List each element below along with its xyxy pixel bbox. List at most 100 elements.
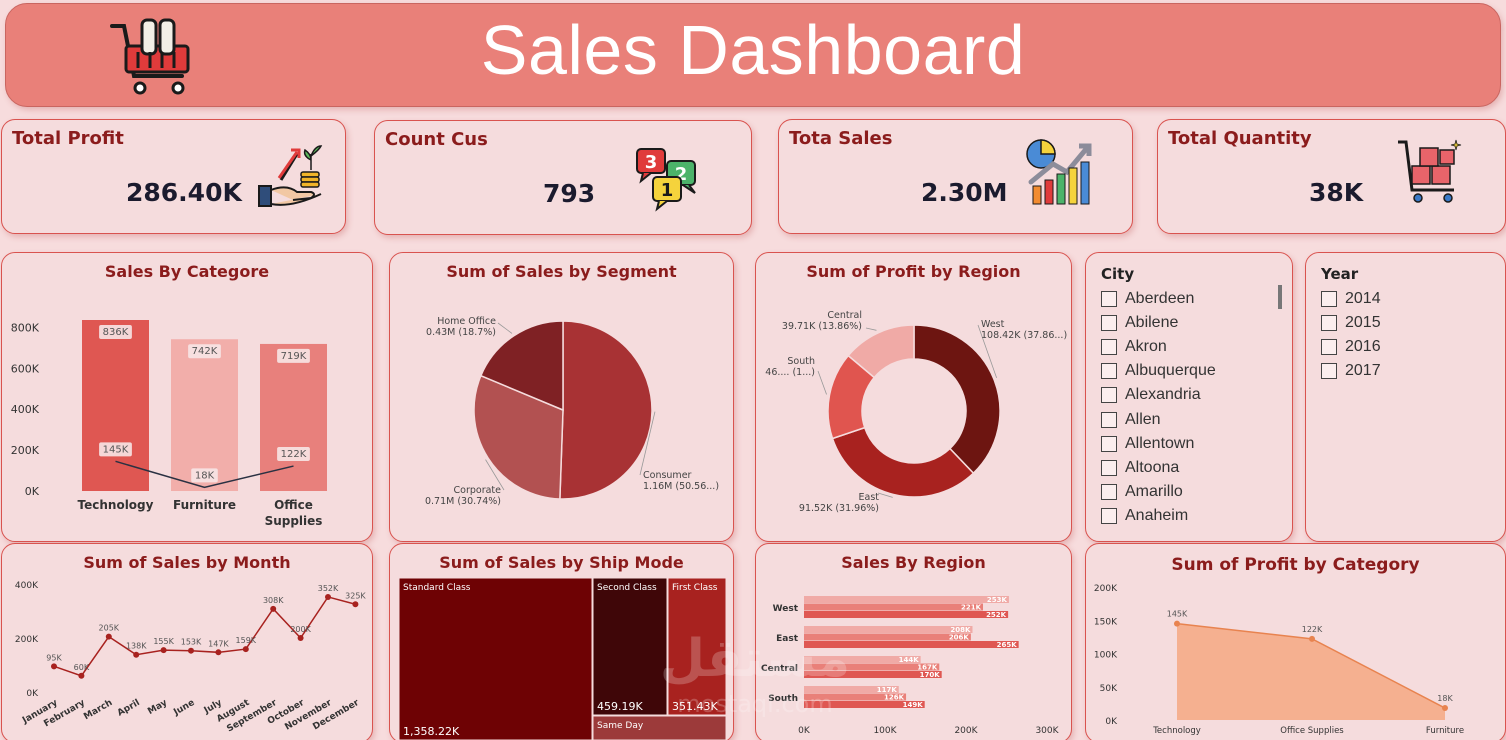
bar [171,339,238,491]
x-tick-label: Furniture [1426,726,1464,736]
treemap-cell-value: 1,358.22K [403,725,460,738]
slice-sublabel: 91.52K (31.96%) [799,503,879,514]
profit-by-region-panel: Sum of Profit by Region West 108.42K (37.… [755,252,1072,542]
slice-label: East [859,492,880,503]
checkbox[interactable] [1321,291,1337,308]
data-label: 200K [290,625,311,634]
data-label: 742K [192,346,218,357]
slicer-item[interactable]: Anaheim [1101,504,1216,528]
treemap-cell-name: First Class [672,583,718,593]
sales-by-category-chart: 0K 200K 400K 600K 800K 836K Technology 742K Furn… [11,320,327,528]
kpi-total-quantity: Total Quantity 38K [1157,119,1506,234]
data-point [78,672,85,679]
slicer-item[interactable]: Abilene [1101,311,1216,335]
slice-label: West [981,319,1005,330]
y-tick-label: 0K [1105,717,1118,727]
checkbox[interactable] [1321,363,1337,380]
kpi-value: 2.30M [921,178,1008,207]
checkbox[interactable] [1101,459,1117,476]
data-point [51,663,57,670]
slice-label: Central [827,310,862,321]
y-tick-label: 800K [11,321,40,334]
chart-title: Sales By Region [841,553,986,572]
leader-line [497,322,513,334]
line-data-label-bg [99,442,132,457]
slicer-item[interactable]: 2016 [1321,335,1381,359]
leader-line [877,492,893,498]
slicer-item[interactable]: Albuquerque [1101,359,1216,383]
leader-line [977,324,997,379]
sales-by-segment-panel: Sum of Sales by Segment Consumer 1.16M (5… [389,252,734,542]
scrollbar[interactable] [1278,285,1282,309]
checkbox[interactable] [1321,339,1337,356]
slicer-item[interactable]: Altoona [1101,456,1216,480]
checkbox[interactable] [1101,411,1117,428]
data-point [242,646,249,653]
leader-line [485,459,505,491]
data-label: 122K [1302,625,1323,634]
treemap-cell-value: 351.43K [672,700,718,713]
checkbox[interactable] [1321,315,1337,332]
bar [804,701,925,708]
bar [804,611,1009,618]
data-label: 308K [263,596,284,605]
slicer-item[interactable]: Amarillo [1101,480,1216,504]
slicer-title: Year [1321,265,1359,283]
slicer-item[interactable]: Allen [1101,407,1216,431]
slice [473,374,564,500]
checkbox[interactable] [1101,315,1117,332]
y-tick-label: South [768,694,798,704]
y-tick-label: 100K [1094,651,1118,661]
y-tick-label: 0K [25,485,40,498]
slicer-item-label: Abilene [1125,314,1179,332]
checkbox[interactable] [1101,483,1117,500]
slicer-item[interactable]: 2014 [1321,287,1381,311]
checkbox[interactable] [1101,435,1117,452]
svg-text:3: 3 [645,152,658,173]
kpi-total-profit: Total Profit 286.40K [1,119,346,234]
profit-by-category-chart: 0K 50K 100K 150K 200K 145K Technology 122K Offic… [1094,584,1464,736]
checkbox[interactable] [1101,507,1117,524]
data-label: 265K [997,641,1018,649]
slice-sublabel: 39.71K (13.86%) [782,321,862,332]
slicer-item[interactable]: 2017 [1321,359,1381,383]
data-label: 205K [99,624,120,633]
slicer-item[interactable]: Aberdeen [1101,287,1216,311]
checkbox[interactable] [1101,291,1117,308]
kpi-title: Count Cus [385,129,488,150]
kpi-value: 793 [543,179,596,208]
treemap-cell [592,715,727,740]
bar [804,633,971,641]
slicer-item[interactable]: Akron [1101,335,1216,359]
slicer-item-label: Amarillo [1125,482,1183,500]
data-label: 325K [345,591,366,600]
sales-by-ship-mode-chart: Standard Class 1,358.22K Second Class 459.1… [398,577,727,740]
slicer-item-label: Alexandria [1125,386,1201,404]
slicer-item-label: 2014 [1345,290,1381,308]
profit-line [115,460,294,489]
treemap-cell [398,577,593,740]
bar [804,663,940,671]
kpi-value: 38K [1309,178,1364,207]
bar [804,656,921,663]
slice-sublabel: 0.43M (18.7%) [426,327,496,338]
data-label: 167K [917,664,938,672]
bar [804,626,973,633]
x-tick-label: March [82,698,114,722]
year-slicer: Year 2014 2015 2016 2017 [1305,252,1506,542]
slicer-item[interactable]: 2015 [1321,311,1381,335]
bar [804,596,1009,603]
bar [804,671,942,678]
slice-label: South [787,356,815,367]
slicer-item[interactable]: Allentown [1101,432,1216,456]
data-label: 352K [318,584,339,593]
checkbox[interactable] [1101,387,1117,404]
checkbox[interactable] [1101,339,1117,356]
bar [804,693,907,701]
slicer-item-label: Aberdeen [1125,290,1195,308]
checkbox[interactable] [1101,363,1117,380]
slicer-item[interactable]: Alexandria [1101,383,1216,407]
data-label: 159K [236,636,257,645]
